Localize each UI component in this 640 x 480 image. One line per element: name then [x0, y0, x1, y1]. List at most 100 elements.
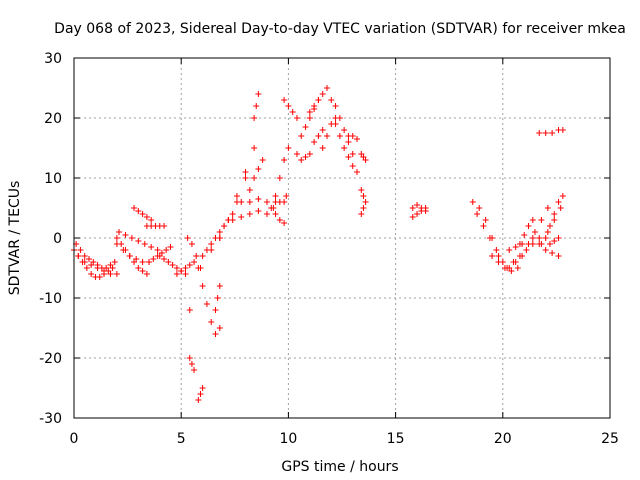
data-point: [311, 139, 318, 145]
data-point: [531, 229, 538, 235]
series-arc-49: [512, 205, 551, 265]
series-arc-12: [184, 235, 204, 271]
data-point: [559, 193, 566, 199]
series-arc-23: [246, 196, 288, 205]
data-point: [199, 283, 206, 289]
data-point: [362, 199, 369, 205]
data-point: [551, 238, 558, 244]
data-point: [146, 259, 153, 265]
data-point: [360, 205, 367, 211]
data-point: [336, 133, 343, 139]
data-point: [409, 214, 416, 220]
series-arc-48: [516, 217, 536, 247]
data-point: [75, 253, 82, 259]
data-point: [94, 265, 101, 271]
data-point: [255, 91, 262, 97]
grid-lines: [74, 58, 610, 418]
data-point: [216, 325, 223, 331]
data-point: [107, 262, 114, 268]
data-point: [255, 166, 262, 172]
data-point: [133, 256, 140, 262]
data-point: [495, 259, 502, 265]
data-point: [422, 208, 429, 214]
x-tick-label: 15: [387, 431, 405, 447]
data-point: [111, 259, 118, 265]
data-point: [281, 157, 288, 163]
data-point: [525, 241, 532, 247]
data-point: [319, 91, 326, 97]
data-point: [345, 154, 352, 160]
data-point: [251, 115, 258, 121]
data-point: [293, 151, 300, 157]
data-point: [113, 235, 120, 241]
data-point: [229, 217, 236, 223]
data-point: [212, 331, 219, 337]
data-point: [186, 262, 193, 268]
data-point: [276, 175, 283, 181]
data-point: [360, 193, 367, 199]
data-point: [536, 130, 543, 136]
data-point: [131, 205, 138, 211]
data-point: [208, 319, 215, 325]
x-axis-label: GPS time / hours: [281, 459, 398, 475]
data-point: [150, 256, 157, 262]
x-tick-label: 5: [177, 431, 186, 447]
data-point: [341, 127, 348, 133]
series-arc-39: [358, 187, 369, 205]
data-point: [242, 175, 249, 181]
y-tick-label: -10: [39, 291, 62, 307]
data-point: [315, 133, 322, 139]
data-points: [71, 85, 566, 403]
data-point: [293, 115, 300, 121]
data-point: [298, 133, 305, 139]
data-point: [319, 127, 326, 133]
series-arc-08: [143, 223, 168, 229]
data-point: [203, 301, 210, 307]
data-point: [469, 199, 476, 205]
chart-title: Day 068 of 2023, Sidereal Day-to-day VTE…: [54, 21, 626, 37]
series-arc-27: [268, 205, 288, 226]
data-point: [332, 103, 339, 109]
data-point: [495, 253, 502, 259]
data-point: [544, 205, 551, 211]
data-point: [555, 235, 562, 241]
data-point: [546, 223, 553, 229]
series-arc-52: [542, 193, 566, 241]
data-point: [191, 259, 198, 265]
data-point: [283, 193, 290, 199]
data-point: [362, 157, 369, 163]
data-point: [156, 253, 163, 259]
series-arc-10: [156, 253, 189, 277]
series-arc-30: [293, 151, 313, 163]
series-arc-28: [272, 145, 292, 199]
data-point: [255, 196, 262, 202]
data-point: [319, 145, 326, 151]
data-point: [255, 208, 262, 214]
data-point: [216, 283, 223, 289]
data-point: [163, 247, 170, 253]
y-tick-label: 10: [44, 171, 62, 187]
x-tick-label: 10: [279, 431, 297, 447]
data-point: [486, 235, 493, 241]
data-point: [173, 271, 180, 277]
series-arc-11: [173, 259, 198, 277]
data-point: [208, 247, 215, 253]
series-arc-05: [113, 241, 153, 265]
data-point: [101, 268, 108, 274]
data-point: [276, 217, 283, 223]
data-point: [551, 211, 558, 217]
y-tick-label: -30: [39, 411, 62, 427]
data-point: [508, 268, 515, 274]
data-point: [154, 247, 161, 253]
y-tick-label: -20: [39, 351, 62, 367]
data-point: [195, 265, 202, 271]
data-point: [341, 145, 348, 151]
data-point: [332, 121, 339, 127]
data-point: [289, 109, 296, 115]
data-point: [253, 103, 260, 109]
y-axis-label: SDTVAR / TECUs: [7, 181, 23, 296]
data-point: [323, 133, 330, 139]
data-point: [128, 235, 135, 241]
data-point: [148, 244, 155, 250]
series-arc-09: [146, 244, 174, 265]
